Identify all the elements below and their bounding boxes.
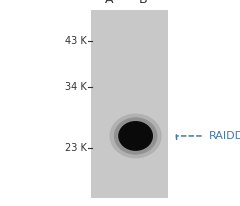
Text: 23 K: 23 K (65, 143, 86, 153)
Ellipse shape (114, 117, 157, 155)
Bar (91, 10, 168, 198)
Text: RAIDD: RAIDD (209, 131, 240, 141)
Text: 34 K: 34 K (65, 82, 86, 91)
Ellipse shape (109, 114, 162, 158)
Text: 43 K: 43 K (65, 36, 86, 46)
Text: B: B (138, 0, 147, 6)
Ellipse shape (118, 121, 153, 151)
Text: A: A (105, 0, 114, 6)
